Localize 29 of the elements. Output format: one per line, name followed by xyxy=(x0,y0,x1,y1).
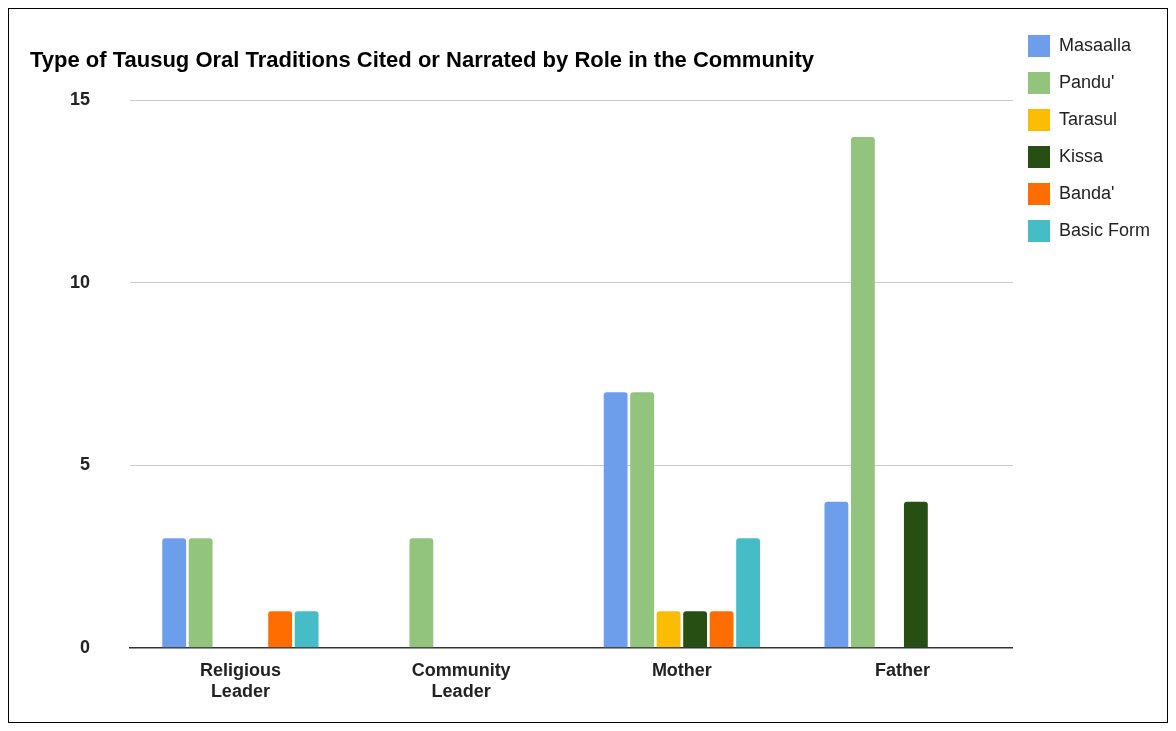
legend-label: Tarasul xyxy=(1058,108,1118,129)
bar xyxy=(294,611,319,648)
bar xyxy=(656,611,681,648)
legend-label: Banda' xyxy=(1058,182,1115,203)
bar xyxy=(824,501,849,648)
y-tick-label: 5 xyxy=(80,454,91,475)
bar xyxy=(409,538,434,648)
x-tick-label: Religious Leader xyxy=(199,659,281,702)
legend-label: Kissa xyxy=(1058,145,1104,166)
x-tick-label: Community Leader xyxy=(411,659,511,702)
bar xyxy=(709,611,734,648)
bar xyxy=(850,136,875,648)
bar xyxy=(630,392,655,648)
y-tick-label: 10 xyxy=(69,271,91,292)
y-tick-label: 15 xyxy=(69,89,91,110)
legend-label: Basic Form xyxy=(1058,219,1150,240)
bar xyxy=(603,392,628,648)
legend-label: Pandu' xyxy=(1058,71,1115,92)
bar xyxy=(162,538,187,648)
x-tick-label: Father xyxy=(875,659,931,680)
legend-label: Masaalla xyxy=(1058,34,1133,55)
bar xyxy=(736,538,761,648)
x-tick-label: Mother xyxy=(651,659,712,680)
bar xyxy=(683,611,708,648)
y-tick-label: 0 xyxy=(80,636,91,657)
chart-title: Type of Tausug Oral Traditions Cited or Narrated by Role in the Community xyxy=(30,47,815,73)
bar xyxy=(188,538,213,648)
bar xyxy=(903,501,928,648)
bar xyxy=(268,611,293,648)
